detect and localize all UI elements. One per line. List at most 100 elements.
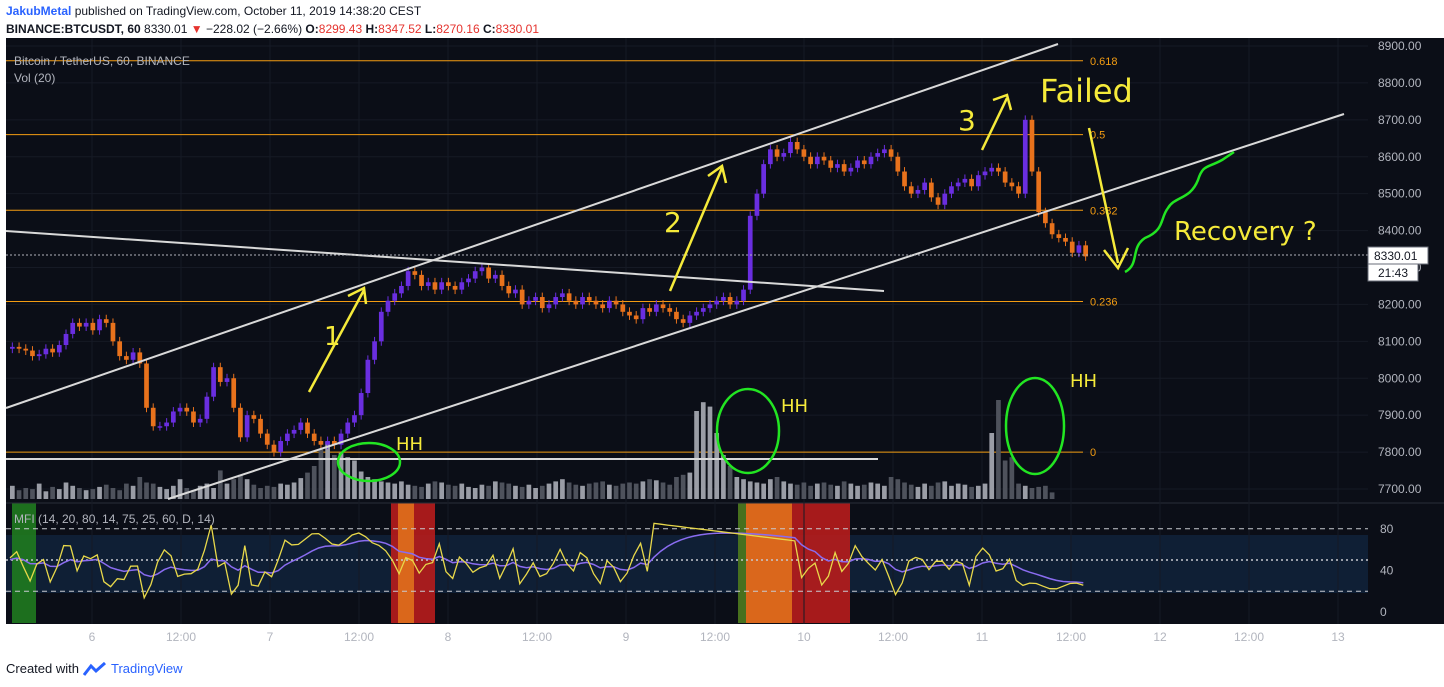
candle [794,141,800,150]
price-tick-label: 7900.00 [1378,408,1422,422]
arrow-2-head [707,163,728,184]
fib-label: 0 [1090,447,1096,459]
volume-bar [848,483,854,499]
volume-bar [10,485,15,499]
candle [768,149,773,165]
volume-bar [150,483,156,499]
label-hh-1: HH [396,434,423,455]
candle [311,433,317,442]
o-label: O: [305,22,319,36]
volume-bar [238,474,243,499]
volume-bar [573,484,579,499]
candle [996,167,1001,172]
fib-label: 0.5 [1090,130,1105,142]
volume-bar [908,484,914,499]
candle [1009,182,1015,187]
price-tick-label: 7800.00 [1378,445,1422,459]
candle [1016,186,1021,194]
candle [607,300,612,309]
volume-bar [224,483,230,499]
candle [36,354,42,357]
volume-bar [580,485,585,499]
volume-bar [808,485,813,499]
time-tick-label: 13 [1331,630,1345,644]
candle [902,171,907,187]
candle [962,178,968,183]
volume-bar [768,479,773,499]
candle [50,348,55,353]
volume-bar [103,484,109,499]
candle [425,282,431,286]
fib-label: 0.382 [1090,205,1118,217]
volume-bar [345,457,351,499]
price-chart[interactable]: 0.618 0.5 0.382 0.236 0 Bitcoin / TetherUS, … [0,38,1444,658]
candle [895,156,901,172]
volume-bar [405,484,411,499]
candle [412,271,418,275]
brand-link[interactable]: TradingView [110,661,183,676]
volume-bar [278,483,284,499]
candle [372,341,377,360]
candle [325,441,330,445]
volume-bar [640,481,646,499]
candle [915,189,921,194]
down-arrow-icon: ▼ [190,22,203,36]
volume-bar [1049,492,1055,499]
candle [83,322,89,327]
candle [1083,245,1088,257]
price-axis: 8900.00 8800.00 8700.00 8600.00 8500.00 8400.… [1378,39,1422,496]
arrow-down-shaft [1087,127,1120,264]
time-tick-label: 7 [267,630,274,644]
candle [680,319,686,323]
volume-bar [593,482,599,499]
candle [137,352,143,364]
volume-bar [204,483,210,499]
volume-bar [264,485,270,499]
volume-bar [674,477,679,499]
candle [600,304,606,309]
volume-bar [707,406,713,499]
hh-circle-2 [715,387,781,475]
volume-bar [821,482,827,499]
candle [566,293,572,301]
channel-lines [5,43,1345,500]
volume-bar [969,486,974,499]
volume-bar [466,486,471,499]
volume-bar [130,485,136,499]
volume-bar [291,482,297,499]
candle [801,149,807,157]
volume-bar [191,490,196,499]
volume-bar [687,472,693,499]
candle [144,363,149,408]
volume-bar [667,484,673,499]
volume-bar [83,490,89,499]
candle [365,359,371,394]
volume-bar [788,483,793,499]
candle [392,293,398,301]
candle [788,141,793,154]
volume-bar [30,489,35,499]
volume-bar [177,479,183,499]
candle [761,164,766,194]
candle [580,297,585,305]
volume-bar [922,483,927,499]
candle [77,322,82,327]
candle [352,415,357,423]
volume-bar [432,481,438,499]
price-tick-label: 7700.00 [1378,482,1422,496]
candle [30,350,35,357]
volume-bar [539,485,545,499]
candle [969,178,974,187]
candle [271,444,277,453]
candle [741,289,746,301]
fib-label: 0.236 [1090,296,1118,308]
volume-bar [358,471,364,499]
price-tick-label: 8200.00 [1378,297,1422,311]
author-link[interactable]: JakubMetal [6,4,72,18]
volume-bar [700,402,706,499]
candle [1063,237,1068,242]
o-value: 8299.43 [318,22,363,36]
volume-bar [117,490,123,499]
candle [70,322,76,334]
volume-bar [727,466,733,499]
